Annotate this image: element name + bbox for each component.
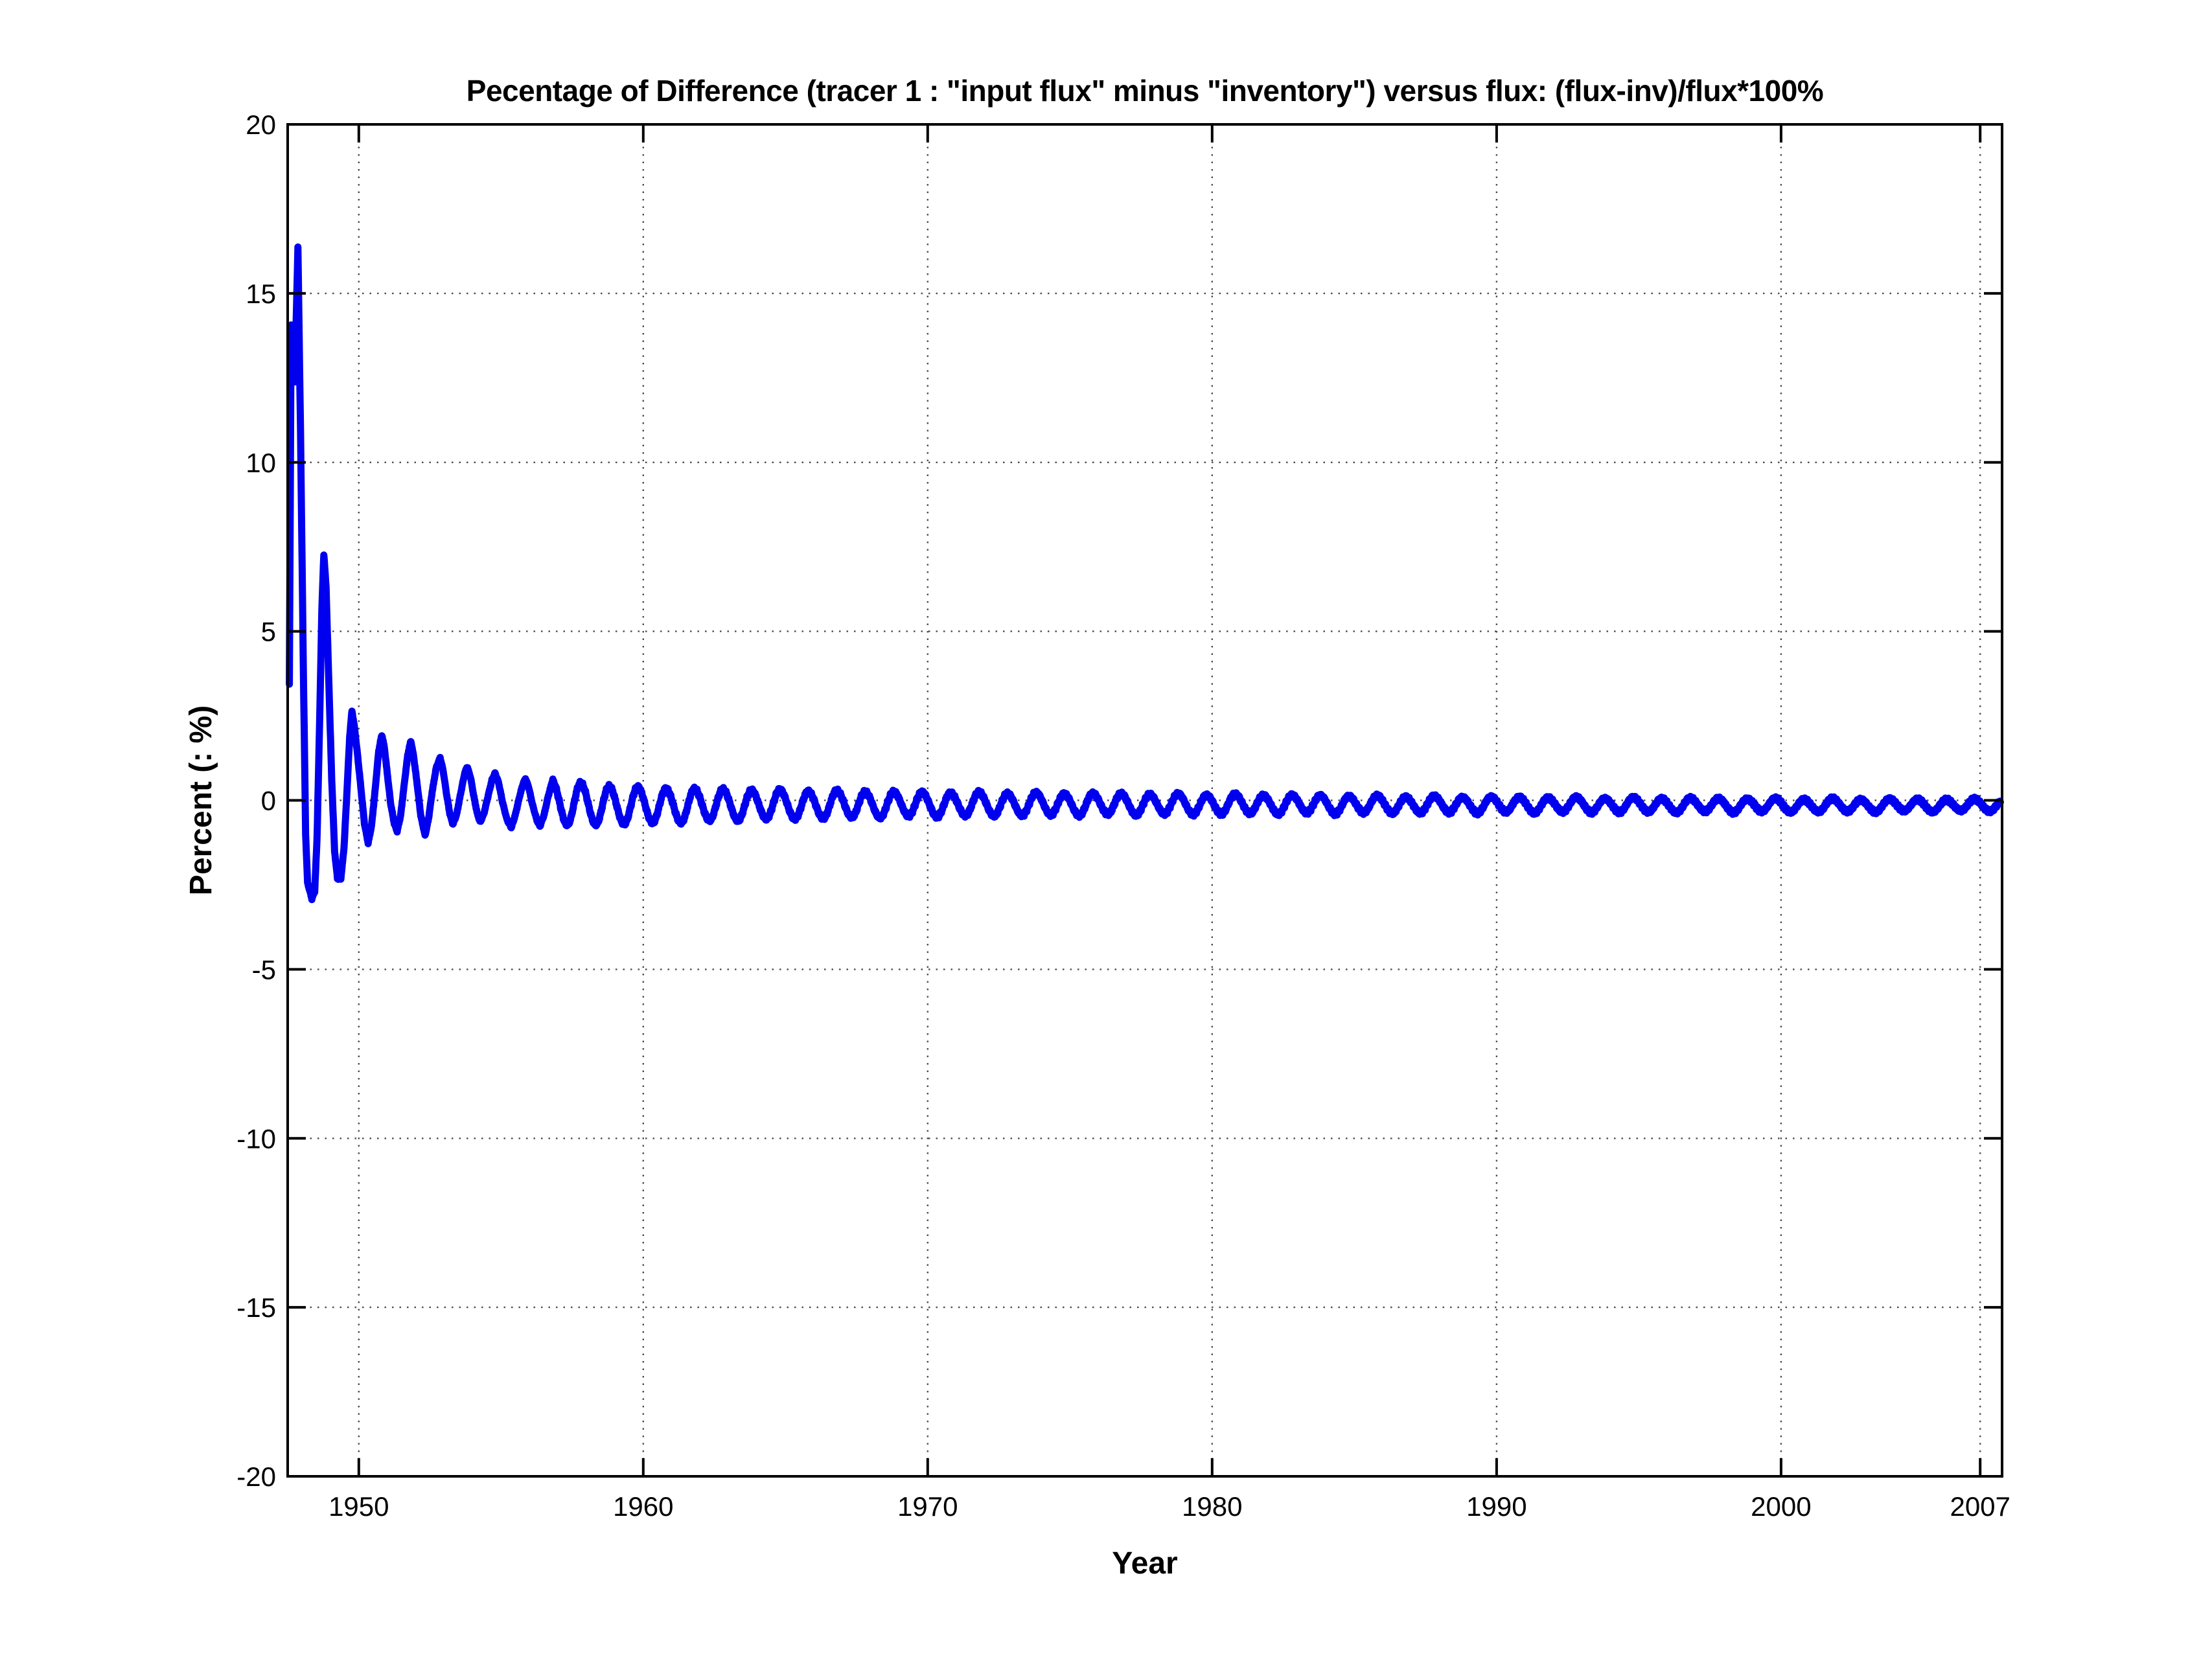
chart-title-text: Pecentage of Difference (tracer 1 : "inp… [466,74,1824,108]
x-axis-label-text: Year [1112,1546,1178,1581]
x-tick-label-1970: 1970 [897,1491,958,1522]
x-tick-label-2007: 2007 [1950,1491,2010,1522]
y-tick-label-5: 5 [261,617,276,647]
y-tick-label-20: 20 [246,109,276,140]
x-tick-label-1960: 1960 [613,1491,673,1522]
y-tick-label--5: -5 [252,954,276,985]
x-tick-label-2000: 2000 [1751,1491,1811,1522]
y-tick-label--15: -15 [236,1292,276,1323]
y-tick-label-15: 15 [246,279,276,309]
y-tick-label-0: 0 [261,786,276,816]
y-tick-label--20: -20 [236,1461,276,1492]
y-tick-label-10: 10 [246,448,276,478]
curve-line [286,243,2004,904]
x-tick-label-1980: 1980 [1182,1491,1242,1522]
y-tick-label--10: -10 [236,1123,276,1154]
x-tick-label-1990: 1990 [1466,1491,1527,1522]
x-tick-label-1950: 1950 [328,1491,389,1522]
y-axis-label-text: Percent (: %) [184,705,219,895]
